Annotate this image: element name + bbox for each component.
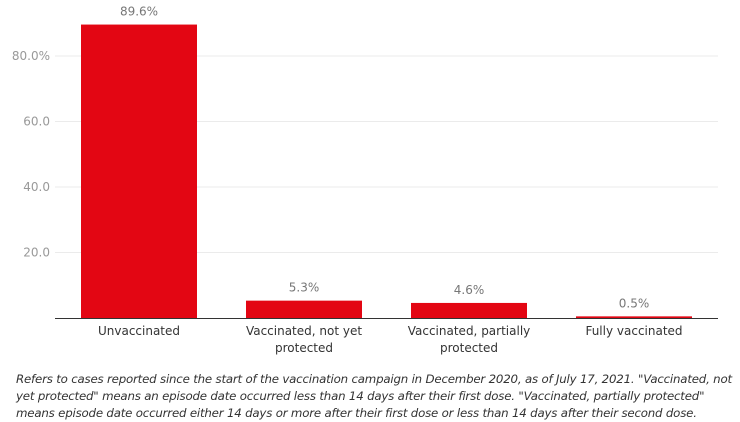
x-category-label: protected — [440, 341, 498, 355]
y-tick-label: 20.0 — [23, 246, 50, 260]
y-tick-label: 40.0 — [23, 180, 50, 194]
x-category-label: protected — [275, 341, 333, 355]
data-label: 0.5% — [619, 296, 650, 310]
x-category-label: Vaccinated, partially — [408, 324, 531, 338]
bar — [411, 302, 527, 318]
bar — [576, 316, 692, 318]
bar — [246, 300, 362, 318]
y-tick-label: 60.0 — [23, 115, 50, 129]
bar-chart: 20.0 40.0 60.0 80.0% 89.6% Unvaccinated 5.3% Va… — [12, 5, 718, 355]
x-category-label: Vaccinated, not yet — [246, 324, 362, 338]
y-tick-label: 80.0% — [12, 49, 50, 63]
data-label: 4.6% — [454, 283, 485, 297]
footnote: Refers to cases reported since the start… — [16, 372, 732, 420]
x-category-label: Unvaccinated — [98, 324, 180, 338]
x-category-label: Fully vaccinated — [585, 324, 682, 338]
bar — [81, 24, 197, 319]
data-label: 89.6% — [120, 5, 158, 19]
data-label: 5.3% — [289, 281, 320, 295]
